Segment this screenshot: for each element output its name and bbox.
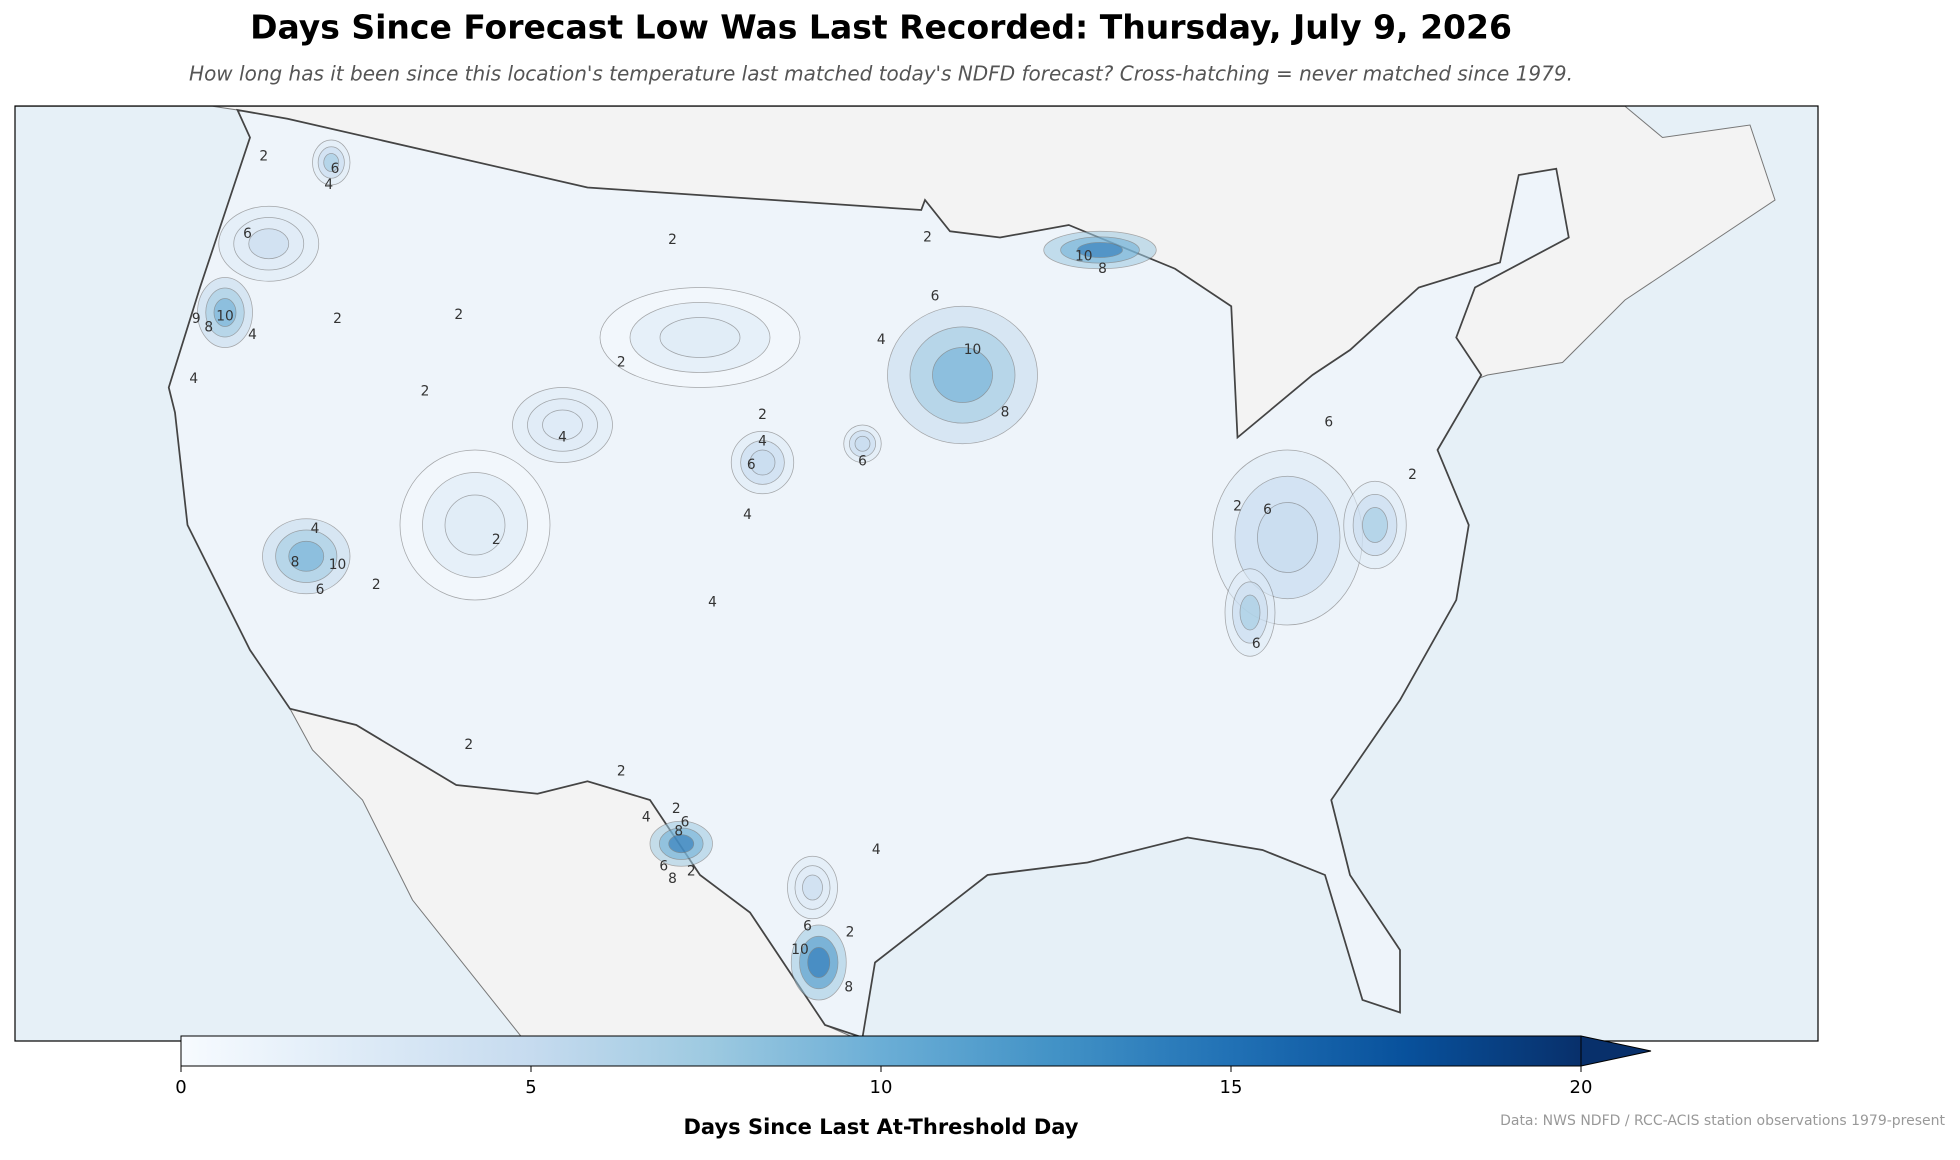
anomaly-shading [599, 287, 801, 388]
contour-label: 2 [421, 383, 430, 399]
contour-label: 6 [681, 815, 690, 831]
anomaly-shading [512, 387, 613, 463]
contour-label: 2 [1408, 467, 1417, 483]
anomaly-shading [218, 205, 320, 282]
contour-label: 2 [668, 232, 677, 248]
contour-label: 6 [243, 226, 252, 242]
contour-label: 2 [923, 230, 932, 246]
contour-label: 10 [964, 342, 982, 358]
anomaly-shading [887, 305, 1038, 445]
colorbar-tick-label: 0 [175, 1077, 186, 1098]
colorbar-ramp [180, 1035, 1582, 1067]
contour-label: 6 [659, 858, 668, 874]
colorbar-tick-label: 20 [1570, 1077, 1593, 1098]
anomaly-shading [1043, 230, 1157, 270]
contour-label: 4 [248, 327, 257, 343]
anomaly-shading [262, 518, 351, 595]
contour-label: 4 [311, 521, 320, 537]
anomaly-shading [312, 139, 351, 186]
colorbar-label: Days Since Last At-Threshold Day [684, 1115, 1079, 1139]
contour-label: 8 [204, 320, 213, 336]
contour-label: 4 [708, 595, 717, 611]
colorbar-tick-label: 10 [870, 1077, 893, 1098]
contour-label: 6 [316, 582, 325, 598]
united-states [167, 108, 1570, 1039]
subtitle: How long has it been since this location… [189, 62, 1573, 86]
contour-label: 2 [259, 148, 268, 164]
anomaly-shading [197, 277, 253, 348]
contour-label: 2 [617, 763, 626, 779]
contour-label: 4 [872, 842, 881, 858]
contour-label: 6 [931, 288, 940, 304]
anomaly-shading [730, 430, 795, 495]
contour-label: 6 [858, 453, 867, 469]
anomaly-shading [843, 424, 882, 463]
contour-label: 10 [329, 557, 347, 573]
anomaly-shading [399, 449, 551, 601]
contour-label: 2 [617, 355, 626, 371]
source-note: Data: NWS NDFD / RCC-ACIS station observ… [1500, 1113, 1945, 1129]
contour-label: 10 [791, 942, 809, 958]
contour-label: 2 [846, 925, 855, 941]
anomaly-shading [649, 820, 713, 867]
anomaly-shading [1224, 568, 1276, 657]
contour-label: 8 [674, 823, 683, 839]
colorbar-extension [1580, 1035, 1652, 1067]
contour-label: 4 [877, 332, 886, 348]
contour-label: 2 [687, 863, 696, 879]
contour-label: 10 [216, 308, 234, 324]
contour-label: 6 [1324, 415, 1333, 431]
contour-label: 2 [454, 307, 463, 323]
colorbar-tick-label: 15 [1220, 1077, 1243, 1098]
contour-label: 8 [1098, 261, 1107, 277]
contour-label: 8 [1001, 405, 1010, 421]
contour-label: 4 [558, 430, 567, 446]
contour-label: 4 [758, 433, 767, 449]
contour-label: 2 [492, 532, 501, 548]
contour-label: 2 [758, 407, 767, 423]
contour-label: 8 [844, 980, 853, 996]
contour-label: 2 [672, 801, 681, 817]
colorbar: 0 5 10 15 20 [175, 1035, 1652, 1098]
colorbar-tick-label: 5 [525, 1077, 536, 1098]
contour-label: 8 [668, 871, 677, 887]
contour-label: 6 [1263, 502, 1272, 518]
contour-label: 8 [291, 555, 300, 571]
contour-label: 6 [331, 161, 340, 177]
anomaly-shading [787, 855, 838, 920]
contour-label: 2 [464, 737, 473, 753]
contour-label: 9 [192, 311, 201, 327]
anomaly-shading [790, 924, 847, 1001]
contour-label: 2 [1233, 498, 1242, 514]
contour-label: 6 [1252, 636, 1261, 652]
anomaly-shading [1343, 480, 1407, 570]
contour-label: 4 [324, 177, 333, 193]
title: Days Since Forecast Low Was Last Recorde… [250, 8, 1512, 47]
contour-label: 4 [189, 371, 198, 387]
contour-label: 10 [1075, 248, 1093, 264]
contour-label: 2 [333, 311, 342, 327]
contour-label: 4 [743, 507, 752, 523]
contour-label: 4 [642, 810, 651, 826]
contour-label: 6 [803, 918, 812, 934]
contour-label: 6 [747, 457, 756, 473]
contour-label: 2 [372, 577, 381, 593]
